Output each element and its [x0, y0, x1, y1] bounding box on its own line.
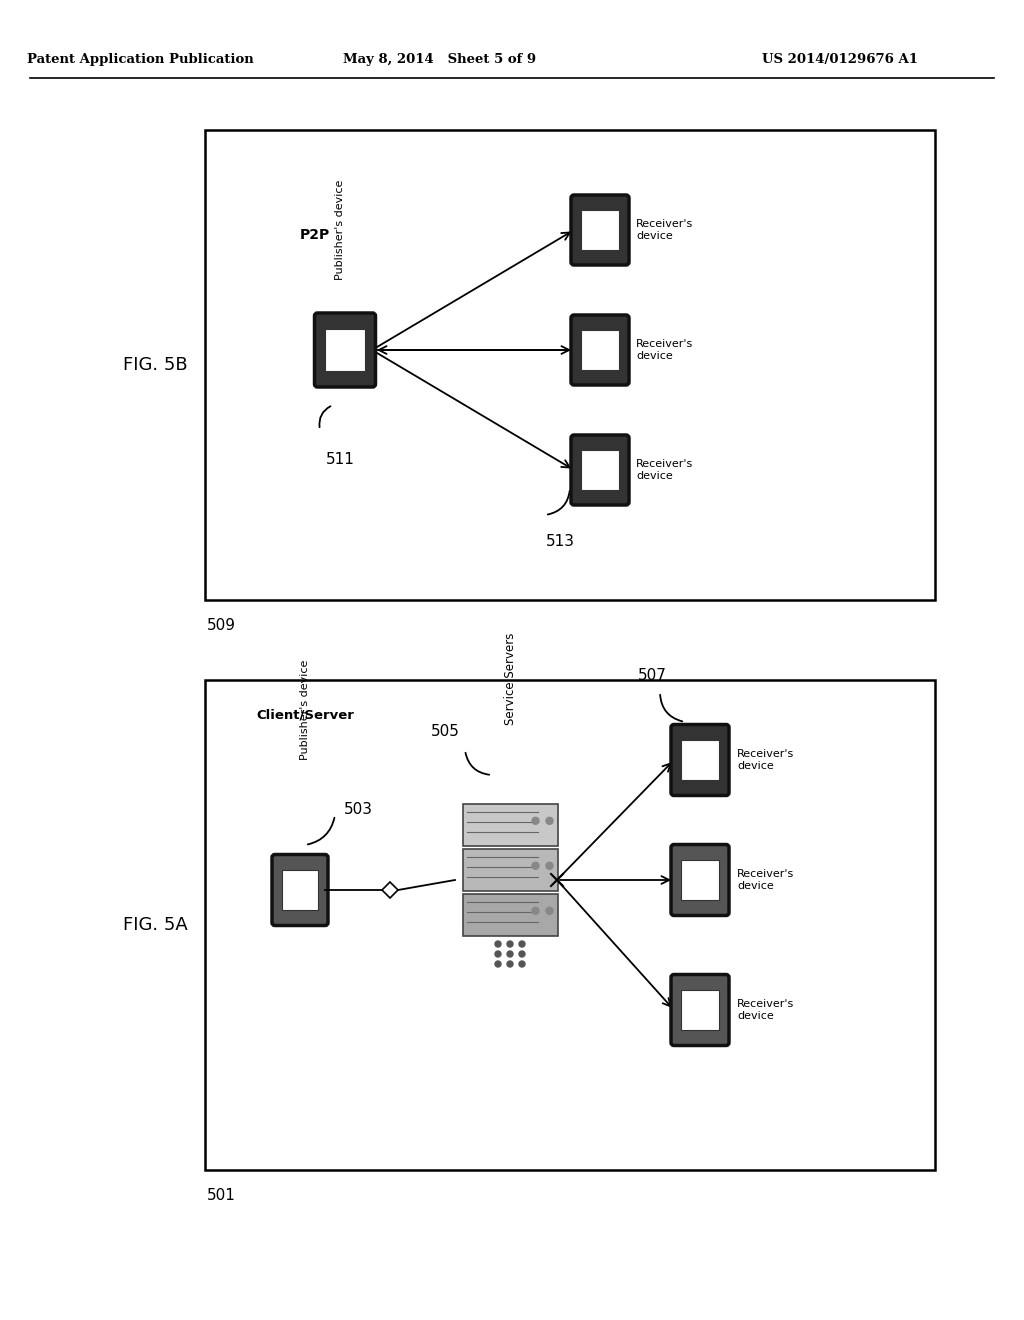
Circle shape	[532, 817, 539, 824]
Text: 507: 507	[638, 668, 667, 682]
Text: FIG. 5A: FIG. 5A	[123, 916, 187, 935]
Circle shape	[495, 950, 501, 957]
Bar	[326, 329, 365, 371]
FancyBboxPatch shape	[272, 854, 328, 925]
Text: Receiver's
device: Receiver's device	[737, 750, 795, 771]
Circle shape	[507, 950, 513, 957]
Bar	[681, 990, 719, 1030]
Circle shape	[507, 961, 513, 968]
Text: Receiver's
device: Receiver's device	[636, 459, 693, 480]
Text: Receiver's
device: Receiver's device	[737, 999, 795, 1020]
Text: 501: 501	[207, 1188, 236, 1203]
Bar	[681, 739, 719, 780]
FancyBboxPatch shape	[571, 436, 629, 506]
FancyBboxPatch shape	[671, 845, 729, 916]
Text: 511: 511	[326, 453, 354, 467]
Bar	[582, 210, 618, 249]
Bar	[582, 330, 618, 370]
Text: Receiver's
device: Receiver's device	[636, 339, 693, 360]
Circle shape	[519, 950, 525, 957]
Circle shape	[507, 941, 513, 946]
Text: Publisher's device: Publisher's device	[300, 660, 310, 760]
Circle shape	[546, 817, 553, 824]
Text: Receiver's
device: Receiver's device	[737, 869, 795, 891]
Text: P2P: P2P	[300, 228, 331, 242]
Polygon shape	[382, 882, 398, 898]
FancyBboxPatch shape	[571, 195, 629, 265]
Bar	[205, 680, 935, 1170]
Text: US 2014/0129676 A1: US 2014/0129676 A1	[762, 54, 918, 66]
Circle shape	[546, 907, 553, 915]
Text: 503: 503	[343, 803, 373, 817]
Text: Client/Server: Client/Server	[256, 709, 354, 722]
FancyBboxPatch shape	[671, 974, 729, 1045]
FancyBboxPatch shape	[463, 849, 557, 891]
Text: FIG. 5B: FIG. 5B	[123, 356, 187, 374]
Text: Receiver's
device: Receiver's device	[636, 219, 693, 240]
Circle shape	[519, 961, 525, 968]
Bar	[681, 859, 719, 900]
Text: May 8, 2014   Sheet 5 of 9: May 8, 2014 Sheet 5 of 9	[343, 54, 537, 66]
Bar	[205, 129, 935, 601]
Bar	[582, 450, 618, 490]
FancyBboxPatch shape	[671, 725, 729, 796]
Text: 505: 505	[430, 725, 460, 739]
Circle shape	[519, 941, 525, 946]
Circle shape	[532, 862, 539, 870]
Text: 513: 513	[546, 535, 574, 549]
Text: 509: 509	[207, 618, 236, 634]
Circle shape	[495, 941, 501, 946]
Circle shape	[546, 862, 553, 870]
FancyBboxPatch shape	[571, 315, 629, 385]
Bar	[282, 870, 318, 911]
Text: Service Servers: Service Servers	[504, 632, 516, 725]
Text: Patent Application Publication: Patent Application Publication	[27, 54, 253, 66]
Circle shape	[532, 907, 539, 915]
FancyBboxPatch shape	[463, 804, 557, 846]
Text: Publisher's device: Publisher's device	[335, 180, 345, 280]
FancyBboxPatch shape	[463, 894, 557, 936]
Circle shape	[495, 961, 501, 968]
FancyBboxPatch shape	[314, 313, 376, 387]
